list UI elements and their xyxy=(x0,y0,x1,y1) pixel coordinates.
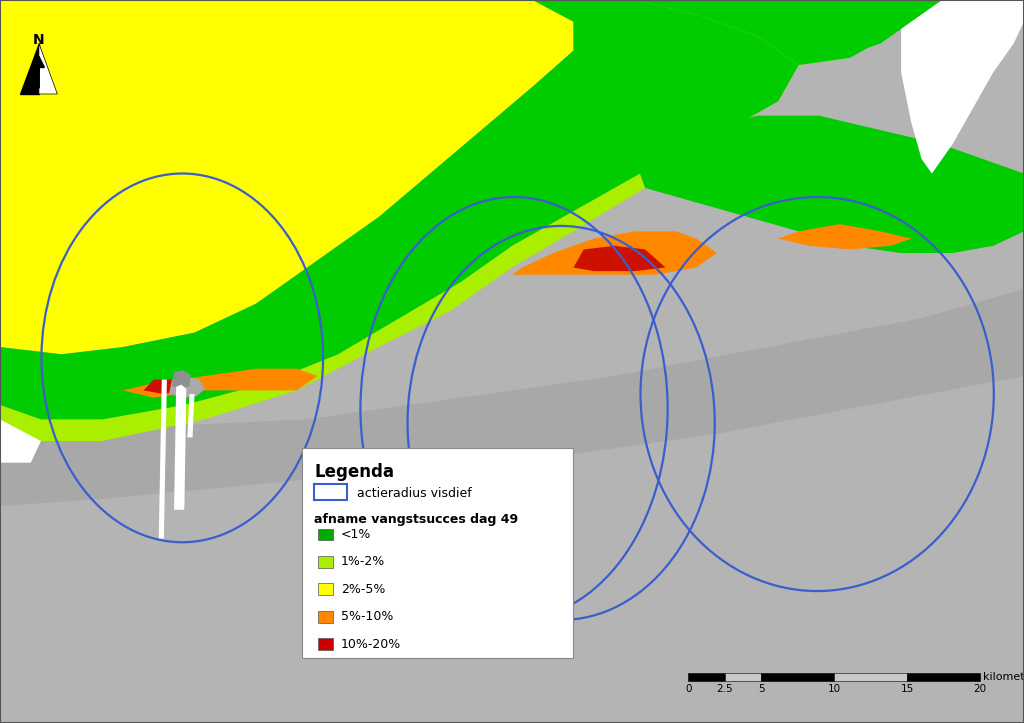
Text: 10%-20%: 10%-20% xyxy=(341,638,401,651)
Polygon shape xyxy=(502,231,717,282)
Polygon shape xyxy=(819,0,942,58)
Polygon shape xyxy=(169,376,205,398)
Polygon shape xyxy=(143,380,184,394)
Text: 10: 10 xyxy=(827,684,841,694)
Polygon shape xyxy=(159,380,167,539)
Polygon shape xyxy=(0,0,901,441)
Polygon shape xyxy=(0,289,1024,506)
Polygon shape xyxy=(635,0,942,65)
Text: 0: 0 xyxy=(685,684,691,694)
Polygon shape xyxy=(0,0,799,419)
Polygon shape xyxy=(901,0,1024,174)
Text: 5%-10%: 5%-10% xyxy=(341,610,393,623)
Polygon shape xyxy=(0,0,573,354)
Polygon shape xyxy=(39,43,57,94)
Polygon shape xyxy=(573,246,666,271)
Text: Legenda: Legenda xyxy=(314,463,394,481)
Bar xyxy=(318,611,333,623)
Text: 15: 15 xyxy=(900,684,913,694)
Bar xyxy=(314,484,347,500)
Polygon shape xyxy=(187,394,195,437)
Polygon shape xyxy=(778,224,911,249)
Polygon shape xyxy=(635,116,1024,253)
Text: afname vangstsucces dag 49: afname vangstsucces dag 49 xyxy=(314,513,518,526)
Bar xyxy=(907,673,980,681)
Polygon shape xyxy=(123,369,317,398)
Text: 20: 20 xyxy=(974,684,986,694)
Polygon shape xyxy=(20,43,39,94)
Polygon shape xyxy=(174,385,186,510)
Polygon shape xyxy=(172,370,190,387)
Text: N: N xyxy=(33,33,45,47)
Bar xyxy=(761,673,834,681)
Bar xyxy=(834,673,907,681)
Text: 1%-2%: 1%-2% xyxy=(341,555,385,568)
Text: kilometer: kilometer xyxy=(983,672,1024,682)
Bar xyxy=(688,673,725,681)
Bar xyxy=(318,529,333,540)
FancyBboxPatch shape xyxy=(302,448,573,658)
Text: 2%-5%: 2%-5% xyxy=(341,583,385,596)
Bar xyxy=(725,673,761,681)
Bar xyxy=(318,556,333,568)
Polygon shape xyxy=(0,419,41,463)
Text: 5: 5 xyxy=(758,684,764,694)
Text: actieradius visdief: actieradius visdief xyxy=(357,487,472,500)
Bar xyxy=(318,638,333,650)
Bar xyxy=(318,583,333,595)
Text: <1%: <1% xyxy=(341,528,372,541)
Text: 2.5: 2.5 xyxy=(717,684,733,694)
